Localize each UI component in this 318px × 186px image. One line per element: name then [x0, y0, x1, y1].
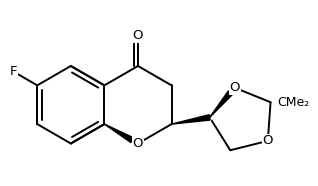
Text: CMe₂: CMe₂ [278, 96, 310, 109]
Text: O: O [133, 137, 143, 150]
Polygon shape [210, 91, 232, 117]
Polygon shape [104, 124, 134, 142]
Polygon shape [171, 115, 210, 124]
Text: F: F [9, 65, 17, 78]
Text: O: O [229, 81, 240, 94]
Text: O: O [263, 134, 273, 147]
Text: O: O [133, 29, 143, 42]
